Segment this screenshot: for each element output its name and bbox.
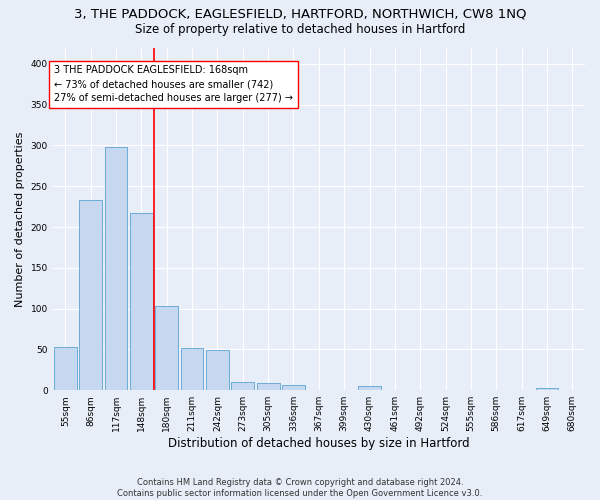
Text: 3, THE PADDOCK, EAGLESFIELD, HARTFORD, NORTHWICH, CW8 1NQ: 3, THE PADDOCK, EAGLESFIELD, HARTFORD, N…	[74, 8, 526, 20]
Bar	[257, 383, 280, 390]
Bar	[206, 350, 229, 390]
Bar	[181, 348, 203, 390]
Text: Size of property relative to detached houses in Hartford: Size of property relative to detached ho…	[135, 22, 465, 36]
Y-axis label: Number of detached properties: Number of detached properties	[15, 131, 25, 306]
Bar	[79, 200, 102, 390]
Bar	[536, 388, 559, 390]
Text: 3 THE PADDOCK EAGLESFIELD: 168sqm
← 73% of detached houses are smaller (742)
27%: 3 THE PADDOCK EAGLESFIELD: 168sqm ← 73% …	[54, 66, 293, 104]
Text: Contains HM Land Registry data © Crown copyright and database right 2024.
Contai: Contains HM Land Registry data © Crown c…	[118, 478, 482, 498]
X-axis label: Distribution of detached houses by size in Hartford: Distribution of detached houses by size …	[168, 437, 470, 450]
Bar	[130, 213, 153, 390]
Bar	[232, 382, 254, 390]
Bar	[358, 386, 381, 390]
Bar	[155, 306, 178, 390]
Bar	[104, 147, 127, 390]
Bar	[54, 347, 77, 390]
Bar	[282, 386, 305, 390]
